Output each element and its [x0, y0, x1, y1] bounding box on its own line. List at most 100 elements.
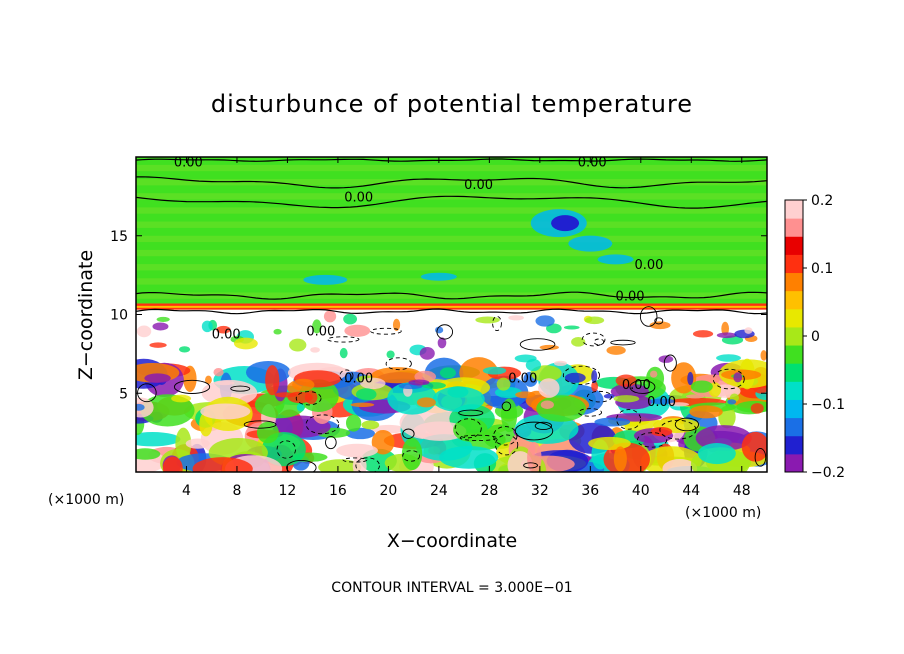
field-blob	[350, 402, 375, 407]
colorbar-tick-label: 0.1	[811, 261, 833, 277]
field-blob	[432, 386, 485, 412]
field-blob	[185, 438, 210, 449]
field-blob	[507, 451, 533, 472]
field-blob	[650, 427, 673, 437]
field-blob	[539, 344, 559, 350]
field-blob	[292, 378, 315, 391]
field-blob	[310, 347, 320, 353]
x-tick-label: 8	[232, 483, 241, 499]
field-blob	[538, 378, 560, 398]
field-blob	[200, 403, 251, 420]
field-blob	[162, 456, 183, 472]
field-blob	[401, 437, 423, 471]
field-blob	[613, 395, 640, 403]
field-blob	[296, 403, 305, 412]
x-tick-label: 4	[182, 483, 191, 499]
contour-label: 0.00	[578, 156, 607, 171]
colorbar-swatch	[785, 399, 803, 419]
field-blob	[721, 321, 730, 336]
field-blob	[273, 328, 282, 335]
contour-loop	[674, 417, 699, 432]
contour-line	[136, 158, 767, 162]
x-tick-label: 16	[329, 483, 347, 499]
band	[136, 207, 767, 214]
contour-loop	[402, 428, 415, 439]
band	[136, 235, 767, 243]
contour-loop	[436, 324, 454, 340]
field-blob	[136, 397, 154, 418]
field-blob	[339, 347, 348, 359]
contour-label: 0.00	[344, 372, 373, 387]
field-blob	[690, 380, 713, 393]
contour-loop	[342, 457, 368, 463]
contour-label: 0.00	[344, 190, 373, 205]
field-blob	[475, 316, 500, 324]
field-blob	[144, 373, 171, 384]
field-blob	[536, 395, 586, 422]
x-tick-label: 12	[279, 483, 297, 499]
upper-anomaly	[303, 274, 348, 285]
contour-loop	[243, 420, 277, 429]
contour-label: 0.00	[647, 395, 676, 410]
field-blob	[149, 342, 167, 348]
contour-loop	[514, 421, 554, 441]
field-blob	[508, 315, 524, 321]
x-tick-label: 44	[682, 483, 700, 499]
field-blob	[213, 367, 224, 377]
field-blob	[603, 393, 615, 399]
field-blob	[371, 367, 423, 384]
chart-title: disturbunce of potential temperature	[211, 90, 693, 118]
contour-loop	[495, 434, 519, 456]
colorbar-swatch	[785, 254, 803, 274]
field-blob	[733, 372, 743, 383]
colorbar-swatch	[785, 345, 803, 364]
x-tick-label: 40	[632, 483, 650, 499]
field-blob	[360, 377, 386, 390]
field-blob	[662, 459, 698, 472]
colorbar-swatch	[785, 236, 803, 255]
contour-loop	[459, 434, 498, 442]
x-tick-label: 36	[581, 483, 599, 499]
field-blob	[265, 365, 280, 396]
colorbar-swatch	[785, 272, 803, 292]
band	[136, 264, 767, 271]
field-blob	[692, 330, 714, 338]
contour-loop	[519, 338, 556, 351]
field-blob	[435, 326, 444, 334]
field-blob	[136, 432, 181, 447]
contour-loop	[523, 462, 538, 469]
field-blob	[152, 322, 169, 331]
contour-loop	[654, 317, 664, 325]
field-blob	[318, 459, 362, 472]
field-blob	[136, 448, 161, 460]
band	[136, 249, 767, 257]
contour-loop	[593, 338, 605, 346]
contour-loop	[581, 332, 606, 347]
x-axis-label: X−coordinate	[387, 530, 517, 552]
contour-loop	[458, 409, 484, 417]
x-axis-ticks: 4 8 12 16 20 24 28 32 36 40 44 48	[182, 157, 751, 499]
band	[136, 179, 767, 186]
field-blob	[408, 379, 430, 386]
field-blob	[312, 319, 322, 334]
contour-loop	[616, 409, 642, 430]
field-blob	[610, 383, 649, 400]
contour-loop	[305, 414, 340, 435]
contour-loop	[562, 365, 601, 385]
contour-loop	[327, 336, 360, 343]
colorbar-swatch	[785, 417, 803, 437]
field-blob	[323, 310, 337, 323]
field-blob	[727, 399, 737, 405]
field-blob	[371, 429, 395, 455]
field-blob	[716, 332, 737, 339]
upper-anomaly	[420, 272, 457, 281]
field-blob	[201, 320, 213, 333]
contour-line	[136, 291, 767, 300]
colorbar-tick-label: −0.1	[811, 397, 845, 413]
colorbar-swatch	[785, 326, 803, 346]
contour-label: 0.00	[306, 324, 335, 339]
x-tick-label: 24	[430, 483, 448, 499]
field-blob	[344, 324, 371, 337]
field-blob	[594, 417, 631, 427]
upper-anomaly	[597, 254, 634, 265]
